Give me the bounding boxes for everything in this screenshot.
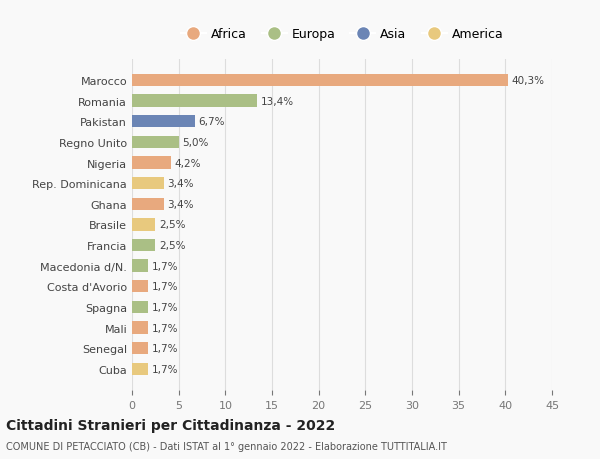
Text: 2,5%: 2,5% bbox=[159, 241, 185, 251]
Text: 4,2%: 4,2% bbox=[175, 158, 202, 168]
Text: 2,5%: 2,5% bbox=[159, 220, 185, 230]
Text: 1,7%: 1,7% bbox=[152, 343, 178, 353]
Bar bbox=[132, 363, 148, 375]
Text: 1,7%: 1,7% bbox=[152, 323, 178, 333]
Bar bbox=[132, 260, 148, 272]
Text: 1,7%: 1,7% bbox=[152, 261, 178, 271]
Legend: Africa, Europa, Asia, America: Africa, Europa, Asia, America bbox=[176, 23, 508, 46]
Text: 40,3%: 40,3% bbox=[512, 76, 545, 86]
Bar bbox=[132, 322, 148, 334]
Bar bbox=[132, 157, 171, 169]
Text: 3,4%: 3,4% bbox=[167, 199, 194, 209]
Bar bbox=[132, 239, 155, 252]
Text: 5,0%: 5,0% bbox=[182, 138, 209, 148]
Bar bbox=[132, 178, 164, 190]
Bar bbox=[132, 301, 148, 313]
Text: 6,7%: 6,7% bbox=[198, 117, 225, 127]
Text: 1,7%: 1,7% bbox=[152, 302, 178, 312]
Bar bbox=[132, 280, 148, 293]
Bar bbox=[132, 116, 194, 128]
Bar bbox=[132, 95, 257, 107]
Text: 1,7%: 1,7% bbox=[152, 364, 178, 374]
Text: 13,4%: 13,4% bbox=[261, 96, 294, 106]
Text: Cittadini Stranieri per Cittadinanza - 2022: Cittadini Stranieri per Cittadinanza - 2… bbox=[6, 418, 335, 432]
Bar bbox=[132, 136, 179, 149]
Bar bbox=[132, 198, 164, 211]
Text: 1,7%: 1,7% bbox=[152, 282, 178, 291]
Bar bbox=[132, 342, 148, 354]
Text: 3,4%: 3,4% bbox=[167, 179, 194, 189]
Text: COMUNE DI PETACCIATO (CB) - Dati ISTAT al 1° gennaio 2022 - Elaborazione TUTTITA: COMUNE DI PETACCIATO (CB) - Dati ISTAT a… bbox=[6, 441, 447, 451]
Bar bbox=[132, 219, 155, 231]
Bar bbox=[132, 75, 508, 87]
